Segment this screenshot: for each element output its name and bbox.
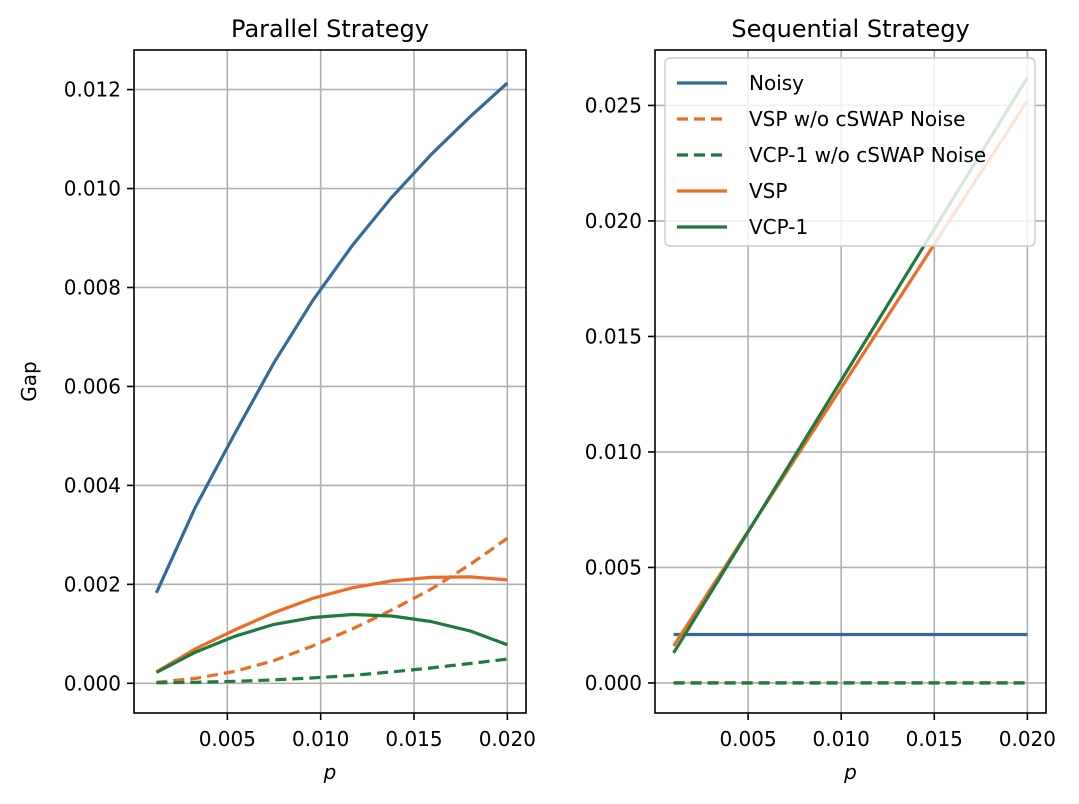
y-tick-label: 0.002: [64, 572, 121, 596]
y-axis-label: Gap: [17, 361, 41, 401]
x-tick-label: 0.010: [292, 727, 349, 751]
chart-title: Parallel Strategy: [231, 15, 429, 43]
y-tick-label: 0.012: [64, 78, 121, 102]
x-tick-label: 0.005: [199, 727, 256, 751]
legend-label: VSP: [749, 179, 787, 203]
y-tick-label: 0.010: [64, 177, 121, 201]
subplot-1: 0.005 0.010 0.015 0.020 0.000 0.002 0.004 0.006…: [17, 15, 536, 784]
y-tick-label: 0.015: [585, 324, 642, 348]
legend-label: VCP-1: [749, 215, 808, 239]
series-line-vcp-1-w-o-cswap-noise: [156, 657, 508, 685]
axes-frame: [133, 49, 527, 714]
legend-label: Noisy: [749, 71, 804, 95]
series-line-vsp: [155, 575, 508, 674]
y-tick-label: 0.010: [585, 440, 642, 464]
x-tick-label: 0.020: [479, 727, 536, 751]
chart-title: Sequential Strategy: [731, 15, 969, 43]
y-tick-label: 0.025: [585, 93, 642, 117]
x-axis-label: p: [323, 760, 337, 784]
y-tick-label: 0.006: [64, 374, 121, 398]
x-tick-label: 0.005: [719, 727, 776, 751]
series-line-noisy: [154, 81, 509, 594]
y-tick-label: 0.004: [64, 473, 121, 497]
legend-box: [664, 57, 1036, 247]
x-tick-label: 0.020: [999, 727, 1056, 751]
x-tick-label: 0.015: [385, 727, 442, 751]
y-tick-label: 0.005: [585, 555, 642, 579]
legend-label: VCP-1 w/o cSWAP Noise: [749, 143, 986, 167]
y-tick-label: 0.020: [585, 209, 642, 233]
y-tick-label: 0.008: [64, 275, 121, 299]
legend-label: VSP w/o cSWAP Noise: [749, 107, 965, 131]
x-tick-label: 0.010: [813, 727, 870, 751]
series-line-vsp-w-o-cswap-noise: [156, 536, 509, 684]
legend: Noisy VSP w/o cSWAP Noise VCP-1 w/o cSWAP …: [664, 57, 1036, 247]
subplot-2: 0.005 0.010 0.015 0.020 0.000 0.005 0.010 0.015…: [585, 15, 1056, 784]
x-tick-label: 0.015: [906, 727, 963, 751]
series-line-vcp-1: [155, 612, 508, 674]
y-tick-label: 0.000: [64, 671, 121, 695]
x-axis-label: p: [843, 760, 857, 784]
y-tick-label: 0.000: [585, 671, 642, 695]
axes-frame: [654, 49, 1047, 714]
